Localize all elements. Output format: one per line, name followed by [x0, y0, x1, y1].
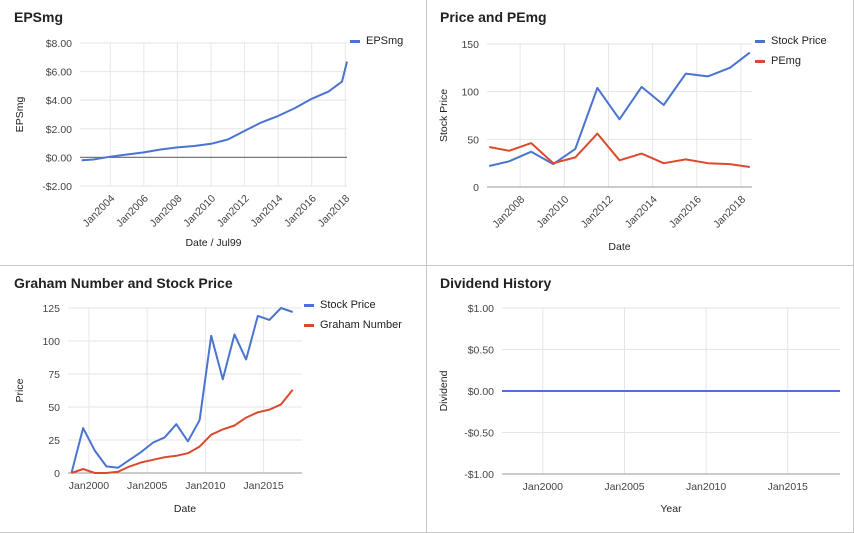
y-tick-label: -$2.00	[42, 181, 72, 193]
y-tick-label: -$0.50	[464, 428, 494, 440]
legend-swatch	[755, 60, 765, 63]
x-tick-label: Jan2000	[69, 480, 109, 492]
x-tick-label: Jan2010	[686, 481, 726, 493]
x-axis-label: Date	[174, 503, 196, 515]
x-tick-label: Jan2006	[114, 193, 151, 230]
x-tick-label: Jan2015	[243, 480, 283, 492]
y-tick-label: 75	[48, 369, 60, 381]
x-tick-label: Jan2010	[185, 480, 225, 492]
legend-swatch	[304, 304, 314, 307]
x-axis-label: Date	[608, 241, 630, 253]
y-tick-label: 0	[54, 468, 60, 480]
x-tick-label: Jan2012	[215, 193, 252, 230]
chart-title: Price and PEmg	[440, 9, 547, 25]
y-tick-label: 100	[461, 87, 479, 99]
y-tick-label: 125	[42, 303, 60, 315]
y-tick-label: 25	[48, 435, 60, 447]
y-tick-label: -$1.00	[464, 469, 494, 481]
y-axis-label: Dividend	[438, 370, 450, 411]
x-tick-label: Jan2018	[315, 193, 352, 230]
legend-label: Stock Price	[320, 299, 376, 311]
x-axis-label: Year	[660, 503, 682, 515]
chart-panel-dividend-history: Dividend History -$1.00 -$0.50 $0.00 $0.50 $1…	[427, 266, 854, 533]
legend-label: Stock Price	[771, 35, 827, 47]
legend-swatch	[755, 40, 765, 43]
x-tick-label: Jan2008	[148, 193, 185, 230]
x-tick-label: Jan2008	[490, 194, 527, 231]
y-tick-label: 50	[467, 134, 479, 146]
x-tick-label: Jan2010	[534, 194, 571, 231]
series-line-graham-number	[71, 389, 294, 474]
x-tick-label: Jan2005	[127, 480, 167, 492]
y-tick-label: $0.00	[468, 386, 494, 398]
x-tick-label: Jan2018	[711, 194, 748, 231]
y-tick-label: 150	[461, 39, 479, 51]
legend-swatch	[304, 324, 314, 327]
y-tick-label: $0.00	[46, 152, 72, 164]
dividend-history-chart: Dividend History -$1.00 -$0.50 $0.00 $0.50 $1…	[438, 275, 840, 515]
chart-title: Graham Number and Stock Price	[14, 275, 233, 291]
x-tick-label: Jan2012	[579, 194, 616, 231]
x-tick-label: Jan2014	[248, 193, 285, 230]
x-tick-label: Jan2000	[523, 481, 563, 493]
y-axis-label: Stock Price	[438, 89, 450, 142]
y-axis-label: EPSmg	[14, 97, 26, 133]
chart-title: Dividend History	[440, 275, 551, 291]
chart-panel-price-pemg: Price and PEmg 0 50 100 150 Jan2008 Jan2010 Jan…	[427, 0, 854, 266]
y-tick-label: $2.00	[46, 124, 72, 136]
y-tick-label: $6.00	[46, 67, 72, 79]
series-line-stock-price	[488, 51, 751, 167]
y-tick-label: 0	[473, 182, 479, 194]
y-axis-label: Price	[14, 378, 26, 402]
graham-number-chart: Graham Number and Stock Price 0 25 50 75 100 1…	[14, 275, 402, 515]
series-line-pemg	[489, 132, 750, 168]
y-tick-label: $4.00	[46, 95, 72, 107]
y-tick-label: $8.00	[46, 38, 72, 50]
x-tick-label: Jan2015	[768, 481, 808, 493]
x-tick-label: Jan2016	[667, 194, 704, 231]
y-tick-label: $0.50	[468, 345, 494, 357]
legend-swatch	[350, 40, 360, 43]
legend-label: EPSmg	[366, 35, 403, 47]
chart-title: EPSmg	[14, 9, 63, 25]
chart-panel-graham-number: Graham Number and Stock Price 0 25 50 75 100 1…	[0, 266, 427, 533]
y-tick-label: $1.00	[468, 303, 494, 315]
x-tick-label: Jan2005	[604, 481, 644, 493]
x-tick-label: Jan2014	[623, 194, 660, 231]
x-axis-label: Date / Jul99	[185, 237, 241, 249]
chart-panel-epsmg: EPSmg -$2.00 $0.00 $2.00 $4.00 $6.00 $8.00 Jan2…	[0, 0, 427, 266]
legend-label: PEmg	[771, 55, 801, 67]
x-tick-label: Jan2016	[282, 193, 319, 230]
x-tick-label: Jan2010	[181, 193, 218, 230]
legend-label: Graham Number	[320, 319, 402, 331]
y-tick-label: 50	[48, 402, 60, 414]
y-tick-label: 100	[42, 336, 60, 348]
x-tick-label: Jan2004	[80, 193, 117, 230]
epsmg-chart: EPSmg -$2.00 $0.00 $2.00 $4.00 $6.00 $8.00 Jan2…	[14, 9, 403, 249]
series-line-stock-price	[70, 307, 294, 474]
series-line-epsmg	[81, 61, 348, 162]
